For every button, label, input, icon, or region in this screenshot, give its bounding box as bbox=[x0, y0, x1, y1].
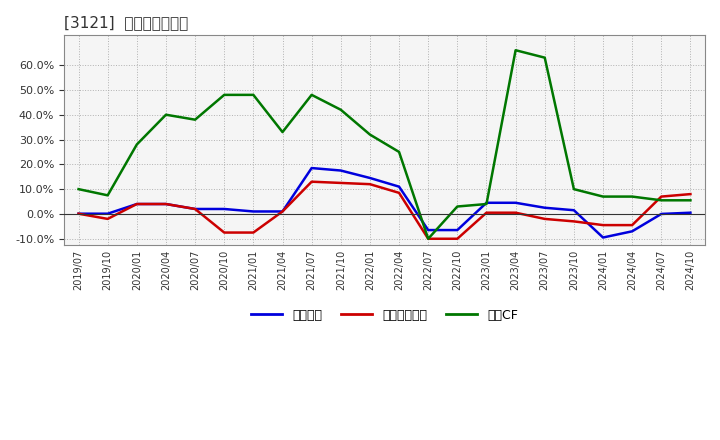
当期経続利益 bbox=[161, 202, 170, 207]
経常利益 bbox=[249, 209, 258, 214]
経常利益 bbox=[336, 168, 345, 173]
当期経続利益 bbox=[395, 190, 403, 195]
経常利益 bbox=[220, 206, 228, 212]
経常利益 bbox=[395, 184, 403, 189]
当期経続利益 bbox=[686, 191, 695, 197]
経常利益 bbox=[366, 175, 374, 180]
当期経続利益 bbox=[74, 211, 83, 216]
営業CF bbox=[657, 198, 665, 203]
当期経続利益 bbox=[628, 223, 636, 228]
経常利益 bbox=[278, 209, 287, 214]
経常利益 bbox=[453, 227, 462, 233]
当期経続利益 bbox=[570, 219, 578, 224]
経常利益 bbox=[599, 235, 608, 240]
営業CF bbox=[191, 117, 199, 122]
当期経続利益 bbox=[366, 182, 374, 187]
Text: [3121]  マージンの推移: [3121] マージンの推移 bbox=[64, 15, 188, 30]
経常利益 bbox=[657, 211, 665, 216]
当期経続利益 bbox=[511, 210, 520, 215]
当期経続利益 bbox=[336, 180, 345, 186]
営業CF bbox=[511, 48, 520, 53]
当期経続利益 bbox=[104, 216, 112, 222]
経常利益 bbox=[686, 210, 695, 215]
当期経続利益 bbox=[453, 236, 462, 242]
当期経続利益 bbox=[278, 209, 287, 214]
営業CF bbox=[686, 198, 695, 203]
経常利益 bbox=[307, 165, 316, 171]
営業CF bbox=[453, 204, 462, 209]
経常利益 bbox=[74, 211, 83, 216]
経常利益 bbox=[570, 208, 578, 213]
営業CF bbox=[366, 132, 374, 137]
営業CF bbox=[74, 187, 83, 192]
営業CF bbox=[395, 149, 403, 154]
営業CF bbox=[249, 92, 258, 98]
営業CF bbox=[336, 107, 345, 112]
当期経続利益 bbox=[249, 230, 258, 235]
経常利益 bbox=[482, 200, 491, 205]
当期経続利益 bbox=[191, 206, 199, 212]
当期経続利益 bbox=[132, 202, 141, 207]
営業CF bbox=[424, 236, 433, 242]
当期経続利益 bbox=[220, 230, 228, 235]
経常利益 bbox=[104, 211, 112, 216]
経常利益 bbox=[161, 202, 170, 207]
Line: 経常利益: 経常利益 bbox=[78, 168, 690, 238]
営業CF bbox=[628, 194, 636, 199]
経常利益 bbox=[191, 206, 199, 212]
経常利益 bbox=[132, 202, 141, 207]
当期経続利益 bbox=[599, 223, 608, 228]
当期経続利益 bbox=[424, 236, 433, 242]
営業CF bbox=[570, 187, 578, 192]
当期経続利益 bbox=[541, 216, 549, 222]
当期経続利益 bbox=[307, 179, 316, 184]
経常利益 bbox=[541, 205, 549, 210]
営業CF bbox=[482, 202, 491, 207]
当期経続利益 bbox=[482, 210, 491, 215]
営業CF bbox=[599, 194, 608, 199]
営業CF bbox=[541, 55, 549, 60]
Line: 営業CF: 営業CF bbox=[78, 50, 690, 239]
経常利益 bbox=[628, 229, 636, 234]
Line: 当期経続利益: 当期経続利益 bbox=[78, 182, 690, 239]
営業CF bbox=[220, 92, 228, 98]
営業CF bbox=[161, 112, 170, 117]
Legend: 経常利益, 当期経続利益, 営業CF: 経常利益, 当期経続利益, 営業CF bbox=[246, 304, 523, 327]
営業CF bbox=[307, 92, 316, 98]
経常利益 bbox=[511, 200, 520, 205]
経常利益 bbox=[424, 227, 433, 233]
営業CF bbox=[278, 129, 287, 135]
営業CF bbox=[104, 193, 112, 198]
営業CF bbox=[132, 142, 141, 147]
当期経続利益 bbox=[657, 194, 665, 199]
